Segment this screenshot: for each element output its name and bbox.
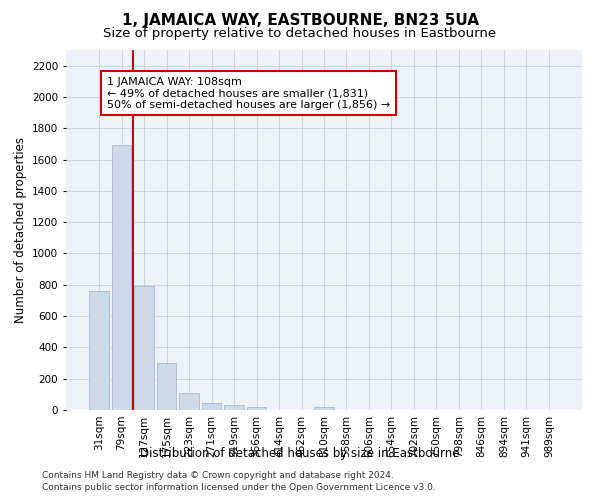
Bar bbox=[202, 403, 221, 410]
Text: 1, JAMAICA WAY, EASTBOURNE, BN23 5UA: 1, JAMAICA WAY, EASTBOURNE, BN23 5UA bbox=[121, 12, 479, 28]
Text: Distribution of detached houses by size in Eastbourne: Distribution of detached houses by size … bbox=[140, 448, 460, 460]
Y-axis label: Number of detached properties: Number of detached properties bbox=[14, 137, 26, 323]
Bar bbox=[314, 407, 334, 410]
Bar bbox=[134, 286, 154, 410]
Text: 1 JAMAICA WAY: 108sqm
← 49% of detached houses are smaller (1,831)
50% of semi-d: 1 JAMAICA WAY: 108sqm ← 49% of detached … bbox=[107, 76, 390, 110]
Bar bbox=[89, 291, 109, 410]
Text: Size of property relative to detached houses in Eastbourne: Size of property relative to detached ho… bbox=[103, 28, 497, 40]
Bar bbox=[112, 146, 131, 410]
Text: Contains public sector information licensed under the Open Government Licence v3: Contains public sector information licen… bbox=[42, 484, 436, 492]
Text: Contains HM Land Registry data © Crown copyright and database right 2024.: Contains HM Land Registry data © Crown c… bbox=[42, 471, 394, 480]
Bar bbox=[157, 363, 176, 410]
Bar bbox=[247, 407, 266, 410]
Bar bbox=[179, 393, 199, 410]
Bar bbox=[224, 406, 244, 410]
